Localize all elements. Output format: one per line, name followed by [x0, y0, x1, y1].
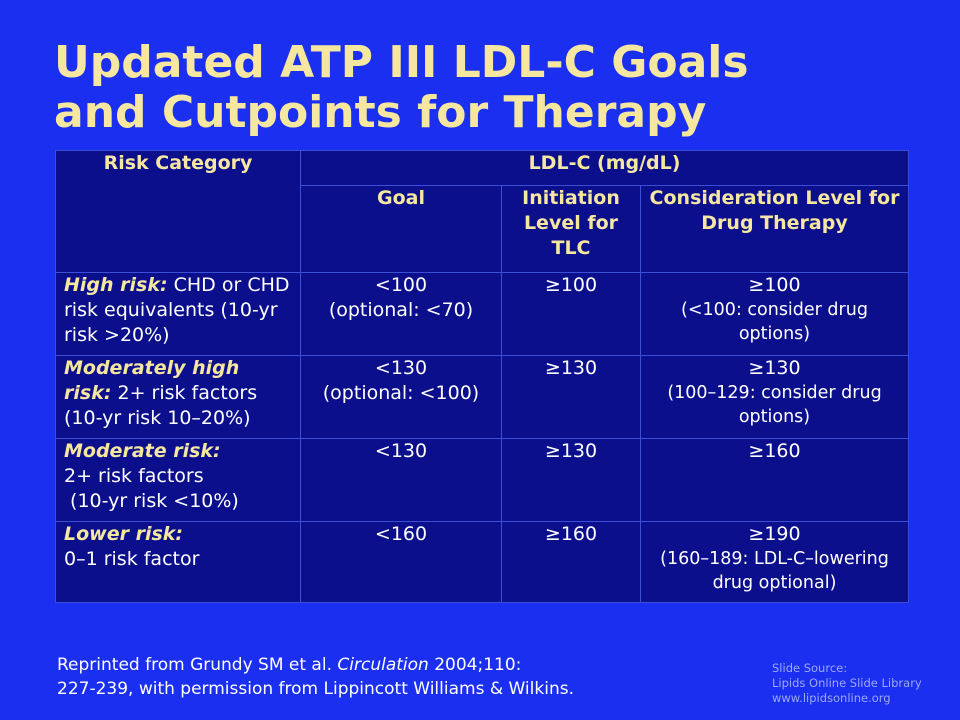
slide-title-line-2: and Cutpoints for Therapy	[54, 87, 707, 138]
risk-description-2: (10-yr risk <10%)	[64, 490, 239, 512]
reference-journal: Circulation	[337, 655, 429, 675]
goal-value: <130	[374, 440, 428, 462]
risk-category-cell: Lower risk: 0–1 risk factor	[55, 521, 301, 603]
goal-value: <100	[374, 274, 428, 296]
risk-label: Lower risk:	[64, 523, 184, 545]
header-initiation-tlc: Initiation Level for TLC	[501, 185, 641, 273]
goal-cell: <100 (optional: <70)	[300, 272, 502, 356]
table-row: Lower risk: 0–1 risk factor <160 ≥160 ≥1…	[55, 521, 909, 603]
reference-line-1: Reprinted from Grundy SM et al. Circulat…	[57, 653, 574, 677]
slide-title: Updated ATP III LDL-C Goals and Cutpoint…	[54, 38, 749, 138]
reference-suffix: 2004;110:	[428, 655, 522, 675]
drug-value: ≥190	[748, 523, 801, 545]
ldl-goals-table: Risk Category LDL-C (mg/dL) Goal Initiat…	[55, 150, 909, 603]
tlc-cell: ≥100	[501, 272, 641, 356]
goal-optional: (optional: <100)	[322, 382, 480, 404]
drug-note: (<100: consider drug options)	[681, 300, 868, 344]
table-row: Moderate risk: 2+ risk factors (10-yr ri…	[55, 438, 909, 522]
drug-value: ≥130	[748, 357, 801, 379]
risk-description: 0–1 risk factor	[64, 548, 200, 570]
goal-cell: <130	[300, 438, 502, 522]
tlc-cell: ≥130	[501, 355, 641, 439]
slide-source: Slide Source: Lipids Online Slide Librar…	[772, 661, 922, 706]
header-risk-category: Risk Category	[55, 150, 301, 273]
risk-label: Moderate risk:	[64, 440, 221, 462]
drug-note: (160–189: LDL-C–lowering drug optional)	[660, 549, 889, 593]
goal-cell: <160	[300, 521, 502, 603]
slide-title-line-1: Updated ATP III LDL-C Goals	[54, 37, 749, 88]
reference-citation: Reprinted from Grundy SM et al. Circulat…	[57, 653, 574, 701]
table-header-row-group: Risk Category LDL-C (mg/dL)	[55, 150, 909, 273]
goal-cell: <130 (optional: <100)	[300, 355, 502, 439]
risk-category-cell: Moderate risk: 2+ risk factors (10-yr ri…	[55, 438, 301, 522]
risk-description: 2+ risk factors	[64, 465, 204, 487]
drug-value: ≥100	[748, 274, 801, 296]
slide-source-url: www.lipidsonline.org	[772, 691, 891, 705]
drug-cell: ≥100 (<100: consider drug options)	[640, 272, 909, 356]
tlc-cell: ≥130	[501, 438, 641, 522]
risk-description: CHD or CHD risk equivalents (10-yr risk …	[64, 274, 290, 346]
reference-line-2: 227-239, with permission from Lippincott…	[57, 679, 574, 699]
drug-note: (100–129: consider drug options)	[667, 383, 882, 427]
drug-cell: ≥130 (100–129: consider drug options)	[640, 355, 909, 439]
goal-value: <160	[374, 523, 428, 545]
table-row: High risk: CHD or CHD risk equivalents (…	[55, 272, 909, 356]
risk-category-cell: Moderately high risk: 2+ risk factors (1…	[55, 355, 301, 439]
header-goal: Goal	[300, 185, 502, 273]
slide-source-line-2: Lipids Online Slide Library	[772, 676, 922, 690]
drug-cell: ≥160	[640, 438, 909, 522]
tlc-cell: ≥160	[501, 521, 641, 603]
goal-optional: (optional: <70)	[328, 299, 474, 321]
slide-source-line-1: Slide Source:	[772, 661, 848, 675]
table-row: Moderately high risk: 2+ risk factors (1…	[55, 355, 909, 439]
header-ldl-c-group: LDL-C (mg/dL)	[300, 150, 909, 186]
header-drug-therapy: Consideration Level for Drug Therapy	[640, 185, 909, 273]
goal-value: <130	[374, 357, 428, 379]
drug-cell: ≥190 (160–189: LDL-C–lowering drug optio…	[640, 521, 909, 603]
risk-category-cell: High risk: CHD or CHD risk equivalents (…	[55, 272, 301, 356]
risk-label: Moderately high risk:	[64, 357, 240, 404]
table-header-row-columns: Goal Initiation Level for TLC Considerat…	[56, 185, 909, 273]
drug-value: ≥160	[748, 440, 801, 462]
risk-label: High risk:	[64, 274, 168, 296]
risk-description: 2+ risk factors (10-yr risk 10–20%)	[64, 382, 258, 429]
reference-prefix: Reprinted from Grundy SM et al.	[57, 655, 338, 675]
